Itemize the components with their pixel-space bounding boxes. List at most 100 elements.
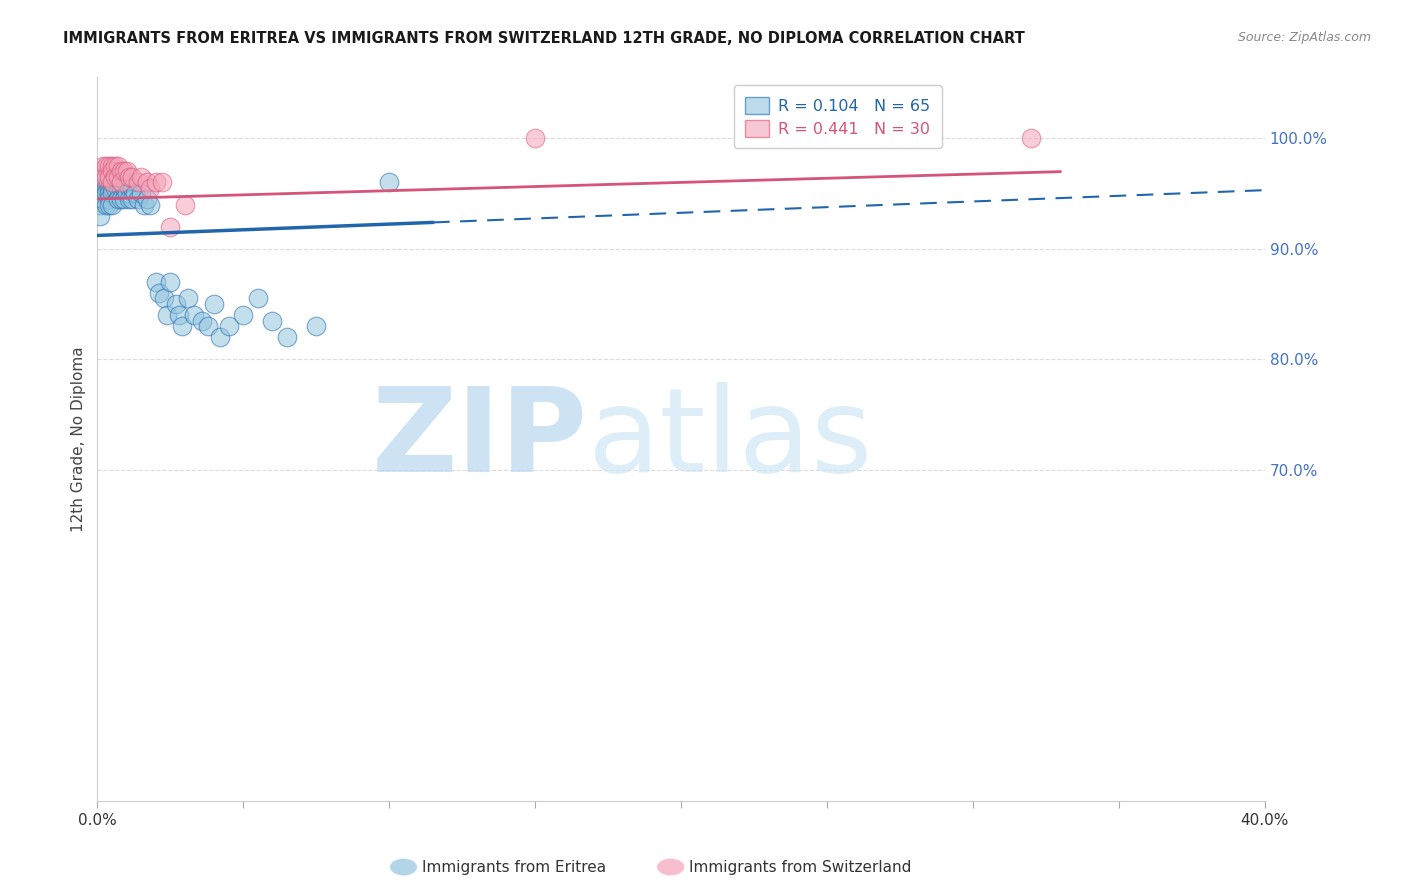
Point bbox=[101, 197, 124, 211]
Point bbox=[101, 164, 124, 178]
Point bbox=[262, 313, 284, 327]
Text: Source: ZipAtlas.com: Source: ZipAtlas.com bbox=[1237, 31, 1371, 45]
Point bbox=[110, 181, 132, 195]
Point bbox=[232, 308, 254, 322]
Point bbox=[183, 308, 205, 322]
Point bbox=[305, 319, 328, 334]
Point bbox=[174, 197, 197, 211]
Text: ZIP: ZIP bbox=[371, 382, 588, 497]
Point bbox=[218, 319, 240, 334]
Point bbox=[98, 159, 121, 173]
Point bbox=[378, 175, 401, 189]
Point bbox=[145, 275, 167, 289]
Point bbox=[104, 159, 127, 173]
Point bbox=[165, 297, 187, 311]
Point bbox=[101, 169, 124, 184]
Point bbox=[121, 192, 143, 206]
Point bbox=[246, 292, 269, 306]
Point bbox=[136, 175, 159, 189]
Point bbox=[112, 175, 135, 189]
Point bbox=[94, 169, 117, 184]
Point bbox=[101, 175, 124, 189]
Point bbox=[208, 330, 231, 344]
Point bbox=[167, 308, 190, 322]
Point bbox=[118, 181, 141, 195]
Point bbox=[110, 164, 132, 178]
Point bbox=[104, 181, 127, 195]
Point bbox=[121, 169, 143, 184]
Point bbox=[124, 186, 146, 201]
Point bbox=[110, 175, 132, 189]
Point bbox=[127, 175, 149, 189]
Point bbox=[98, 197, 121, 211]
Point bbox=[89, 209, 111, 223]
Point bbox=[148, 285, 170, 300]
Point bbox=[91, 181, 114, 195]
Point bbox=[129, 186, 152, 201]
Point bbox=[94, 181, 117, 195]
Point bbox=[150, 175, 173, 189]
Point bbox=[202, 297, 225, 311]
Point bbox=[101, 181, 124, 195]
Point bbox=[127, 192, 149, 206]
Point bbox=[153, 292, 176, 306]
Point bbox=[94, 159, 117, 173]
Legend: R = 0.104   N = 65, R = 0.441   N = 30: R = 0.104 N = 65, R = 0.441 N = 30 bbox=[734, 86, 942, 148]
Point bbox=[118, 192, 141, 206]
Point bbox=[136, 192, 159, 206]
Point bbox=[177, 292, 200, 306]
Point bbox=[145, 175, 167, 189]
Point bbox=[170, 319, 193, 334]
Point bbox=[110, 192, 132, 206]
Point bbox=[121, 181, 143, 195]
Point bbox=[91, 169, 114, 184]
Point bbox=[101, 175, 124, 189]
Point bbox=[115, 164, 138, 178]
Point bbox=[191, 313, 214, 327]
Point bbox=[101, 159, 124, 173]
Point bbox=[89, 197, 111, 211]
Point bbox=[104, 169, 127, 184]
Point bbox=[107, 169, 129, 184]
Point bbox=[98, 181, 121, 195]
Point bbox=[107, 175, 129, 189]
Point bbox=[139, 197, 162, 211]
Point bbox=[112, 192, 135, 206]
Point bbox=[524, 131, 547, 145]
Point bbox=[129, 169, 152, 184]
Point bbox=[98, 175, 121, 189]
Point bbox=[110, 175, 132, 189]
Point bbox=[98, 186, 121, 201]
Y-axis label: 12th Grade, No Diploma: 12th Grade, No Diploma bbox=[72, 346, 86, 533]
Point bbox=[94, 197, 117, 211]
Point bbox=[132, 197, 155, 211]
Point bbox=[107, 181, 129, 195]
Point bbox=[1021, 131, 1043, 145]
Point bbox=[104, 169, 127, 184]
Point bbox=[107, 159, 129, 173]
Point bbox=[276, 330, 298, 344]
Text: Immigrants from Eritrea: Immigrants from Eritrea bbox=[422, 861, 606, 875]
Point bbox=[112, 181, 135, 195]
Point bbox=[91, 175, 114, 189]
Point bbox=[101, 186, 124, 201]
Point bbox=[91, 159, 114, 173]
Point bbox=[112, 164, 135, 178]
Point bbox=[197, 319, 219, 334]
Text: atlas: atlas bbox=[588, 382, 873, 497]
Point bbox=[91, 192, 114, 206]
Text: Immigrants from Switzerland: Immigrants from Switzerland bbox=[689, 861, 911, 875]
Point bbox=[94, 186, 117, 201]
Point bbox=[115, 175, 138, 189]
Point bbox=[118, 169, 141, 184]
Point bbox=[107, 169, 129, 184]
Point bbox=[98, 169, 121, 184]
Point bbox=[104, 175, 127, 189]
Point bbox=[89, 164, 111, 178]
Point bbox=[115, 186, 138, 201]
Point bbox=[159, 219, 181, 234]
Point bbox=[159, 275, 181, 289]
Point bbox=[98, 192, 121, 206]
Point bbox=[139, 181, 162, 195]
Point bbox=[107, 192, 129, 206]
